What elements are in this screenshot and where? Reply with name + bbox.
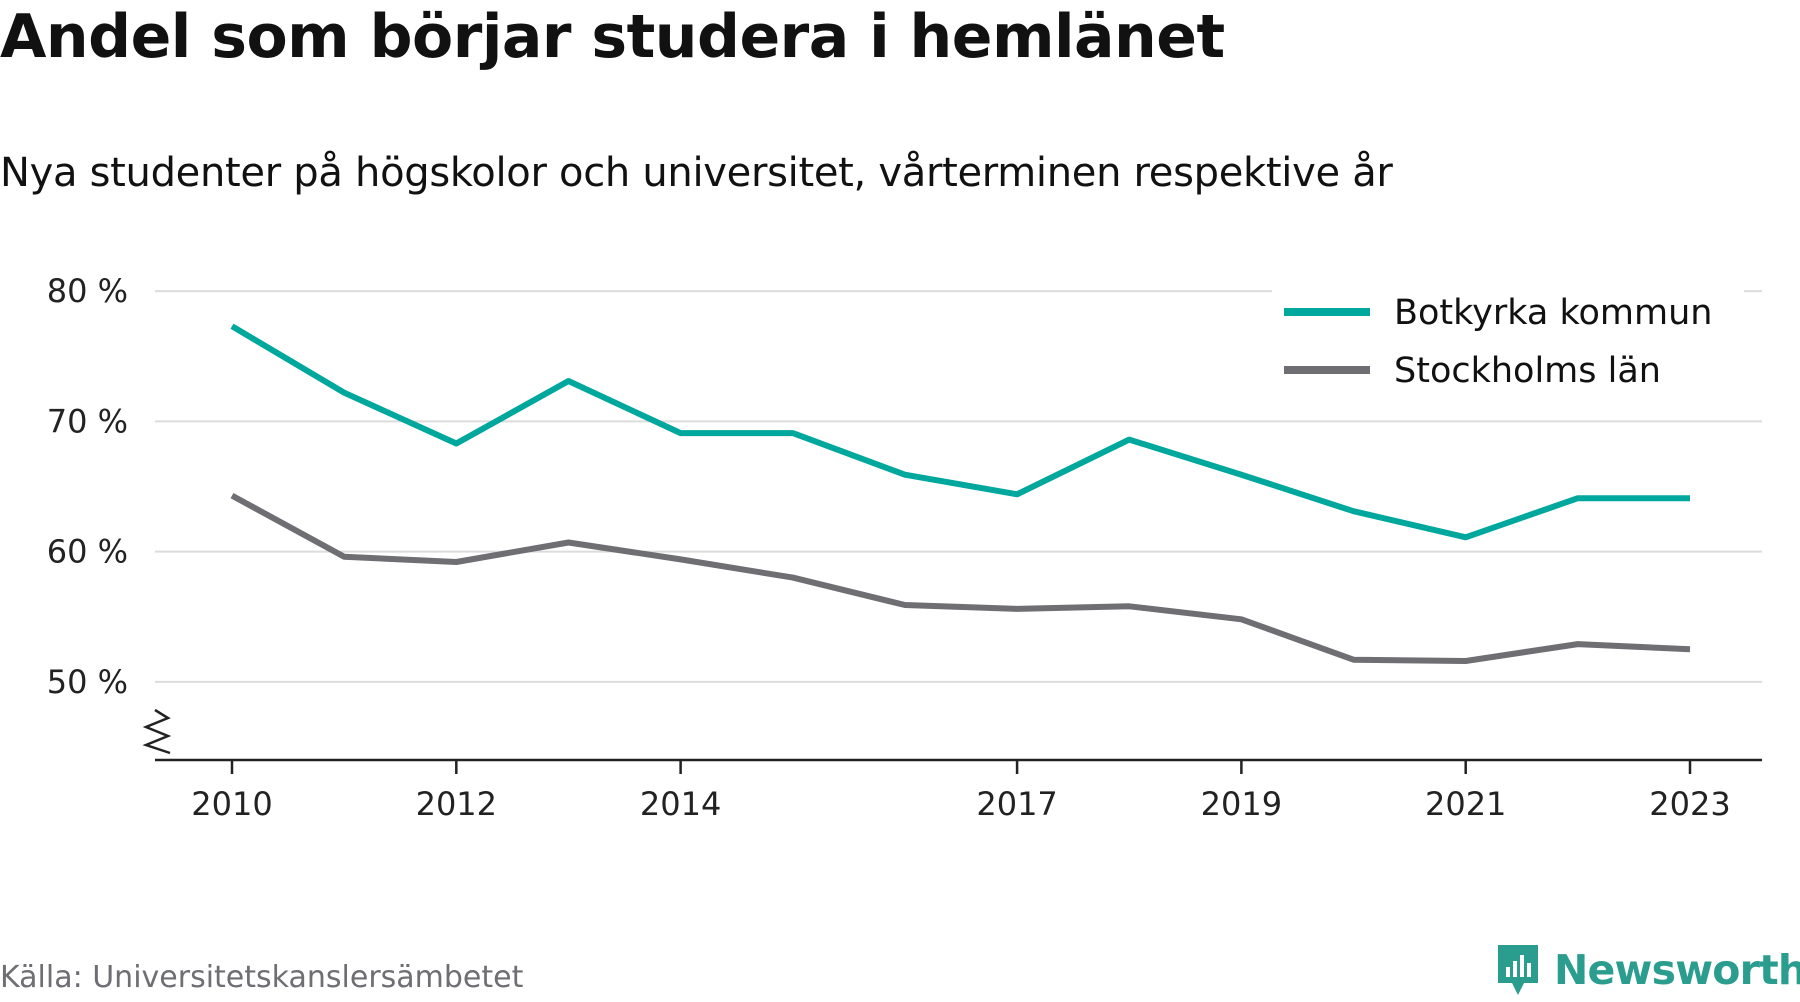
x-tick-label: 2021 [1425,785,1506,823]
axis-break-mark [142,708,172,755]
y-tick-label: 80 % [47,272,128,310]
x-tick-label: 2017 [976,785,1057,823]
y-axis-ticks: 50 % 60 % 70 % 80 % [47,272,128,701]
chart-title: Andel som börjar studera i hemlänet [0,2,1225,72]
x-axis: 2010 2012 2014 2017 2019 2021 2023 [142,708,1762,823]
y-tick-label: 70 % [47,402,128,440]
newsworthy-logo-icon [1498,945,1538,995]
x-tick-label: 2019 [1201,785,1282,823]
x-tick-label: 2010 [191,785,272,823]
legend: Botkyrka kommun Stockholms län [1272,272,1744,402]
series-line-0 [230,323,1690,541]
legend-background [1272,272,1744,402]
legend-label: Botkyrka kommun [1394,293,1713,333]
series-lines [230,323,1691,664]
brand-logo[interactable]: Newsworthy [1494,938,1800,1002]
series-line-1 [230,492,1691,664]
brand-name: Newsworthy [1554,946,1800,994]
x-tick-label: 2012 [416,785,497,823]
y-tick-label: 50 % [47,663,128,701]
x-tick-label: 2023 [1649,785,1730,823]
x-tick-label: 2014 [640,785,721,823]
legend-label: Stockholms län [1394,351,1661,391]
chart-subtitle: Nya studenter på högskolor och universit… [0,150,1393,196]
source-note: Källa: Universitetskanslersämbetet [0,960,524,995]
y-tick-label: 60 % [47,533,128,571]
